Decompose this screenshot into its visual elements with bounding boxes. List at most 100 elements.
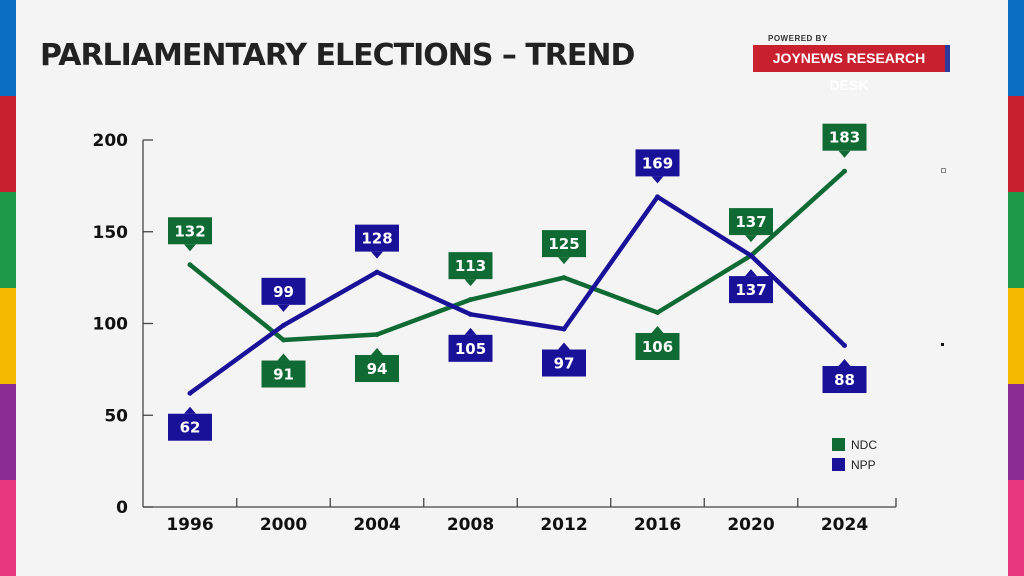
x-tick-label: 2012 bbox=[540, 515, 587, 535]
y-tick-label: 0 bbox=[116, 498, 128, 518]
data-label-text: 106 bbox=[642, 338, 673, 356]
data-label-ndc: 94 bbox=[355, 348, 399, 383]
data-label-pointer bbox=[651, 176, 664, 184]
data-label-npp: 99 bbox=[261, 277, 306, 312]
data-point bbox=[281, 322, 286, 328]
data-label-text: 99 bbox=[273, 283, 294, 301]
right-color-stripes bbox=[1008, 0, 1024, 576]
data-label-npp: 88 bbox=[822, 359, 867, 394]
series-line-npp bbox=[187, 194, 847, 396]
data-label-pointer bbox=[464, 327, 477, 335]
data-label-ndc: 125 bbox=[542, 230, 586, 265]
data-label-box bbox=[635, 332, 680, 360]
data-label-text: 88 bbox=[834, 371, 855, 389]
data-point bbox=[187, 390, 193, 396]
x-tick-label: 2016 bbox=[634, 515, 681, 535]
data-label-box bbox=[448, 252, 493, 280]
left-color-stripes bbox=[0, 0, 16, 576]
data-label-pointer bbox=[464, 279, 477, 287]
data-label-npp: 137 bbox=[729, 269, 773, 304]
stripe-5 bbox=[1008, 384, 1024, 480]
data-label-pointer bbox=[838, 359, 851, 367]
data-label-box bbox=[168, 217, 212, 245]
data-label-box bbox=[729, 276, 773, 304]
stripe-3 bbox=[0, 192, 16, 288]
data-label-box bbox=[448, 334, 493, 362]
data-label-pointer bbox=[745, 269, 757, 277]
data-label-npp: 62 bbox=[168, 406, 212, 441]
legend-label-ndc: NDC bbox=[851, 438, 877, 452]
data-label-text: 62 bbox=[180, 419, 201, 437]
data-label-text: 94 bbox=[367, 360, 388, 378]
stripe-6 bbox=[1008, 480, 1024, 576]
data-label-npp: 105 bbox=[448, 327, 493, 362]
data-label-box bbox=[168, 413, 212, 441]
data-point bbox=[842, 168, 847, 174]
x-tick-label: 1996 bbox=[166, 515, 213, 535]
data-label-text: 128 bbox=[361, 230, 392, 248]
data-label-npp: 128 bbox=[355, 224, 399, 259]
data-label-pointer bbox=[558, 342, 570, 350]
stripe-4 bbox=[0, 288, 16, 384]
x-tick-label: 2008 bbox=[447, 515, 494, 535]
data-label-box bbox=[822, 366, 867, 394]
data-point bbox=[561, 275, 567, 281]
legend-label-npp: NPP bbox=[851, 458, 876, 472]
stripe-3 bbox=[1008, 192, 1024, 288]
data-label-text: 137 bbox=[735, 281, 766, 299]
data-label-text: 169 bbox=[642, 154, 673, 172]
stripe-2 bbox=[1008, 96, 1024, 192]
data-point bbox=[187, 262, 193, 268]
y-tick-label: 100 bbox=[93, 315, 129, 335]
x-tick-label: 2004 bbox=[353, 515, 400, 535]
stripe-1 bbox=[0, 0, 16, 96]
brand-badge: JOYNEWS RESEARCH DESK bbox=[753, 45, 950, 93]
stripe-2 bbox=[0, 96, 16, 192]
data-label-box bbox=[355, 355, 399, 383]
data-label-box bbox=[729, 208, 773, 236]
data-label-pointer bbox=[277, 353, 290, 361]
data-label-ndc: 91 bbox=[261, 353, 306, 388]
data-label-box bbox=[261, 360, 306, 388]
data-point bbox=[468, 297, 473, 303]
powered-by-label: POWERED BY bbox=[768, 34, 828, 43]
data-label-text: 113 bbox=[455, 257, 486, 275]
data-label-pointer bbox=[651, 325, 664, 333]
data-point bbox=[281, 337, 286, 343]
x-tick-label: 2000 bbox=[260, 515, 307, 535]
data-label-pointer bbox=[371, 251, 383, 259]
stripe-5 bbox=[0, 384, 16, 480]
data-point bbox=[468, 311, 473, 317]
data-label-text: 125 bbox=[548, 235, 579, 253]
stripe-6 bbox=[0, 480, 16, 576]
data-point bbox=[374, 332, 380, 338]
data-label-text: 97 bbox=[554, 355, 575, 373]
data-label-text: 132 bbox=[174, 222, 205, 240]
data-label-ndc: 132 bbox=[168, 217, 212, 252]
data-label-ndc: 137 bbox=[729, 208, 773, 243]
data-point bbox=[655, 194, 660, 200]
data-label-text: 137 bbox=[735, 213, 766, 231]
data-point bbox=[561, 326, 567, 332]
data-label-pointer bbox=[277, 304, 290, 312]
y-tick-label: 150 bbox=[93, 223, 129, 243]
data-label-pointer bbox=[184, 406, 196, 414]
series-line-ndc bbox=[187, 168, 847, 343]
data-label-text: 91 bbox=[273, 366, 294, 384]
data-label-ndc: 183 bbox=[822, 123, 867, 158]
data-label-box bbox=[542, 230, 586, 258]
data-label-pointer bbox=[745, 235, 757, 243]
data-point bbox=[748, 253, 754, 259]
page-title: PARLIAMENTARY ELECTIONS – TREND bbox=[40, 38, 635, 73]
y-tick-label: 50 bbox=[104, 406, 128, 426]
data-label-box bbox=[542, 349, 586, 377]
legend-swatch-npp bbox=[832, 458, 845, 471]
data-label-pointer bbox=[838, 150, 851, 158]
legend-swatch-ndc bbox=[832, 438, 845, 451]
corner-marker bbox=[941, 168, 946, 173]
data-label-box bbox=[355, 224, 399, 252]
small-dot bbox=[941, 343, 944, 346]
data-label-pointer bbox=[184, 244, 196, 252]
data-label-ndc: 113 bbox=[448, 252, 493, 287]
